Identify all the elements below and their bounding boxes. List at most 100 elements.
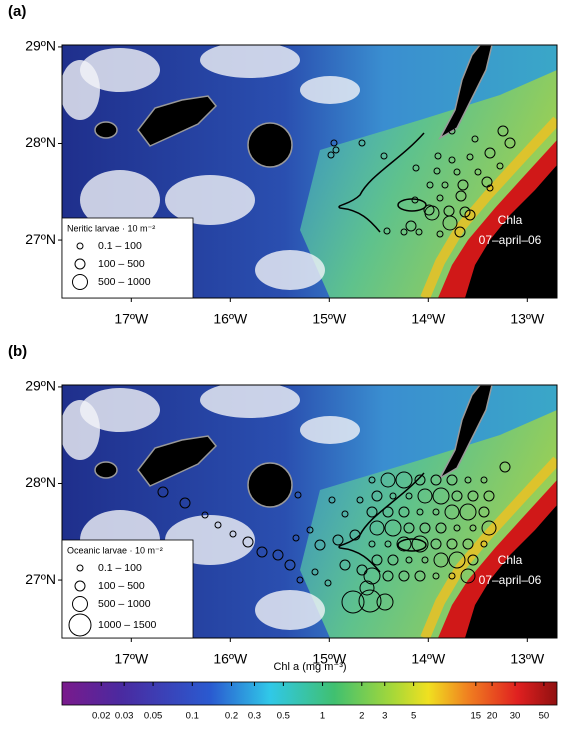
station [478,506,490,518]
colorbar-tick-label: 0.3 [248,711,261,722]
colorbar-tick-label: 0.2 [225,711,238,722]
station [382,570,394,582]
legend-label: 100 – 500 [98,258,145,270]
legend-symbol [74,580,86,592]
station [294,491,302,499]
station [371,554,383,566]
station [414,570,426,582]
station [466,153,474,161]
station [457,179,469,191]
station [398,506,410,518]
legend [61,539,194,639]
station [383,227,391,235]
station [332,534,344,546]
y-tick-label: 27ºN [25,231,56,247]
station [398,570,410,582]
panel: (a) 29ºN 28ºN 27ºN 17ºW 16ºW 15ºW 14ºW 13ºW Chla 0… [8,3,558,327]
station [448,127,456,135]
station [387,554,399,566]
legend-symbol [72,274,88,290]
station [504,137,516,149]
station [467,554,479,566]
station [396,536,412,552]
station [496,162,504,170]
colorbar [61,681,558,706]
station [459,503,477,521]
colorbar-tick-label: 0.5 [277,711,290,722]
x-tick-label: 17ºW [114,651,149,667]
legend-label: 1000 – 1500 [98,619,157,631]
station [395,471,413,489]
station [400,228,408,236]
station [332,146,340,154]
station [448,572,456,580]
station [432,487,450,505]
station [481,520,497,536]
legend-title: Oceanic larvae · 10 m⁻² [67,545,163,555]
station [454,226,466,238]
station [415,228,423,236]
station [363,567,381,585]
station [284,559,296,571]
station [480,540,488,548]
station [256,546,268,558]
station [356,496,364,504]
annotation: Chla [498,553,523,567]
colorbar-tick-label: 0.03 [115,711,134,722]
x-tick-label: 14ºW [411,311,446,327]
station [214,521,222,529]
station [382,506,394,518]
station [314,539,326,551]
station [460,568,476,584]
station [339,559,351,571]
map-frame [61,384,558,639]
station [446,474,458,486]
station [426,181,434,189]
x-tick-label: 15ºW [312,651,347,667]
station [368,540,376,548]
colorbar-tick-label: 0.1 [186,711,199,722]
panel: (b) 29ºN 28ºN 27ºN 17ºW 16ºW 15ºW 14ºW 13ºW Chla 0… [8,343,558,667]
colorbar-tick-label: 0.05 [144,711,163,722]
x-tick-label: 16ºW [213,311,248,327]
x-tick-label: 13ºW [510,311,545,327]
map [62,385,557,638]
station [480,476,488,484]
station [424,205,440,221]
annotation: Chla [498,213,523,227]
annotation: 07–april–06 [479,233,542,247]
station [444,504,460,520]
station [497,125,509,137]
station [371,490,383,502]
legend-title: Neritic larvae · 10 m⁻² [67,223,155,233]
station [341,510,349,518]
colorbar-label: Chl a (mg m⁻³) [273,661,346,673]
station [448,156,456,164]
colorbar-tick-label: 2 [359,711,364,722]
station [419,522,431,534]
station [469,524,477,532]
station [328,496,336,504]
station [324,579,332,587]
x-tick-label: 17ºW [114,311,149,327]
station [411,535,429,553]
station [272,549,284,561]
x-tick-label: 14ºW [411,651,446,667]
station [474,168,482,176]
legend-symbol [76,242,84,250]
station [405,220,417,232]
station [434,152,442,160]
legend-symbol [74,258,86,270]
station [484,147,496,159]
x-tick-label: 13ºW [510,651,545,667]
colorbar-tick-label: 30 [510,711,521,722]
station [358,589,382,613]
station [436,230,444,238]
annotation: 07–april–06 [479,573,542,587]
station [403,522,415,534]
colorbar-tick-label: 20 [487,711,498,722]
station [292,534,300,542]
station [417,488,433,504]
legend [61,217,194,299]
